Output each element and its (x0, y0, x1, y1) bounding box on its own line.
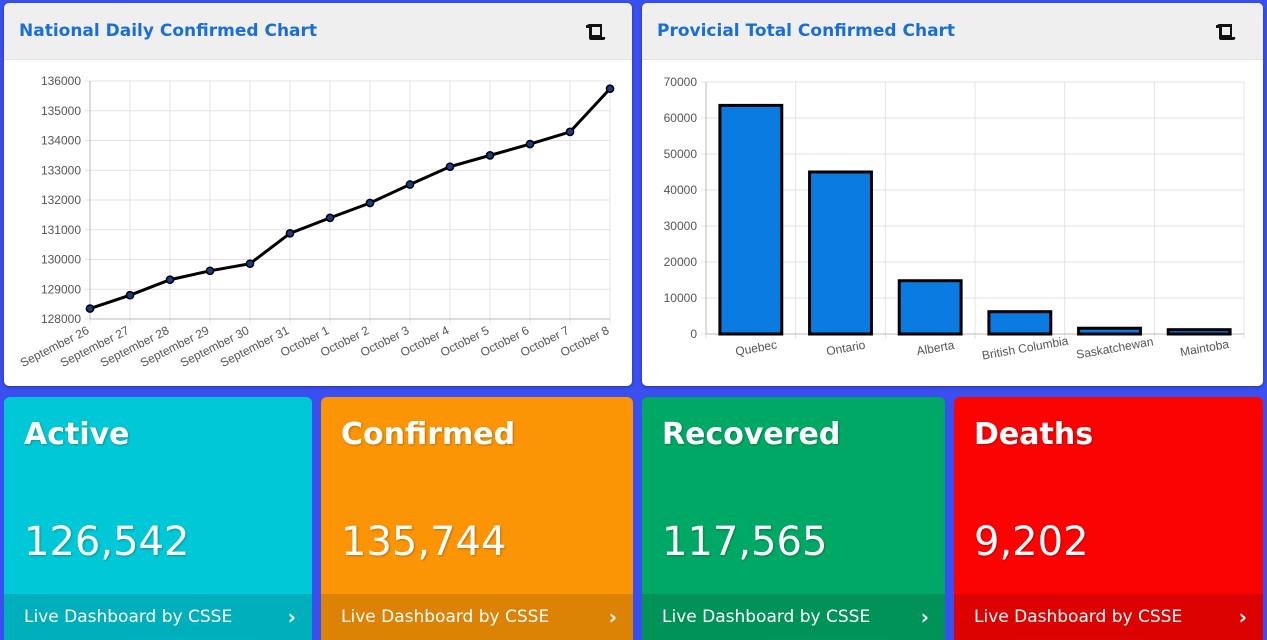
data-point (525, 139, 535, 149)
data-point (245, 259, 255, 269)
data-point (325, 213, 335, 223)
confirmed-title: Confirmed (341, 417, 516, 452)
national-chart-header: National Daily Confirmed Chart (4, 3, 632, 60)
y-tick-label: 60000 (664, 111, 698, 125)
provincial-chart-title: Provicial Total Confirmed Chart (657, 21, 956, 41)
active-title: Active (24, 417, 130, 452)
data-point (205, 266, 215, 276)
chevron-right-icon: › (287, 605, 296, 629)
y-tick-label: 20000 (664, 255, 698, 269)
recovered-value: 117,565 (662, 519, 828, 565)
confirmed-dashboard-link[interactable]: Live Dashboard by CSSE › (321, 594, 633, 640)
data-point (565, 127, 575, 137)
data-point (365, 198, 375, 208)
deaths-title: Deaths (974, 417, 1094, 452)
national-chart-card: National Daily Confirmed Chart 128000 129… (4, 3, 632, 386)
y-tick-label: 130000 (41, 253, 81, 267)
chevron-right-icon: › (1238, 605, 1247, 629)
recovered-card: Recovered 117,565 Live Dashboard by CSSE… (642, 397, 945, 640)
national-chart-title: National Daily Confirmed Chart (19, 21, 318, 41)
active-card: Active 126,542 Live Dashboard by CSSE › (4, 397, 312, 640)
active-link-label: Live Dashboard by CSSE (24, 607, 233, 627)
y-tick-label: 133000 (41, 163, 81, 177)
y-tick-label: 128000 (41, 312, 81, 326)
data-point (125, 290, 135, 300)
provincial-bar-chart: 0 10000 20000 30000 40000 50000 60000 70000 Queb… (664, 75, 1245, 363)
deaths-link-label: Live Dashboard by CSSE (974, 607, 1183, 627)
deaths-card: Deaths 9,202 Live Dashboard by CSSE › (954, 397, 1263, 640)
y-tick-label: 10000 (664, 291, 698, 305)
x-tick-label: Quebec (734, 338, 778, 359)
scroll-icon[interactable] (1215, 22, 1238, 42)
data-point (285, 228, 295, 238)
recovered-dashboard-link[interactable]: Live Dashboard by CSSE › (642, 594, 945, 640)
provincial-chart-card: Provicial Total Confirmed Chart 0 10000 20… (642, 3, 1263, 386)
y-tick-label: 132000 (41, 193, 81, 207)
recovered-title: Recovered (662, 417, 841, 452)
x-tick-label: British Columbia (981, 334, 1070, 363)
y-tick-label: 50000 (664, 147, 698, 161)
y-tick-label: 70000 (664, 75, 698, 89)
data-point (485, 151, 495, 160)
x-tick-label: Alberta (916, 338, 956, 358)
x-tick-label: Saskatchewan (1075, 334, 1154, 361)
y-tick-label: 134000 (41, 134, 81, 148)
x-tick-label: Maintoba (1179, 337, 1230, 359)
provincial-chart-header: Provicial Total Confirmed Chart (642, 3, 1263, 60)
data-point (605, 84, 615, 94)
bar (808, 170, 873, 336)
national-line-chart: 128000 129000 130000 131000 132000 133000 1340… (18, 74, 615, 370)
recovered-link-label: Live Dashboard by CSSE (662, 607, 871, 627)
data-point (85, 304, 95, 313)
y-tick-label: 129000 (41, 282, 81, 296)
y-tick-label: 0 (690, 327, 697, 341)
confirmed-card: Confirmed 135,744 Live Dashboard by CSSE… (321, 397, 633, 640)
data-point (405, 180, 415, 189)
data-point (445, 162, 455, 172)
bar (897, 279, 963, 336)
active-dashboard-link[interactable]: Live Dashboard by CSSE › (4, 594, 312, 640)
chevron-right-icon: › (608, 605, 617, 629)
y-tick-label: 131000 (41, 223, 81, 237)
x-tick-label: Ontario (825, 338, 867, 359)
y-tick-label: 40000 (664, 183, 698, 197)
data-point (165, 275, 175, 285)
chevron-right-icon: › (920, 605, 929, 629)
active-value: 126,542 (24, 519, 190, 565)
deaths-dashboard-link[interactable]: Live Dashboard by CSSE › (954, 594, 1263, 640)
y-tick-label: 136000 (41, 74, 81, 88)
y-tick-label: 30000 (664, 219, 698, 233)
bar (1077, 326, 1142, 336)
confirmed-link-label: Live Dashboard by CSSE (341, 607, 550, 627)
bar (718, 103, 784, 336)
confirmed-value: 135,744 (341, 519, 507, 565)
y-tick-label: 135000 (41, 104, 81, 118)
bar (1166, 328, 1232, 336)
bar (987, 310, 1053, 336)
series-line (89, 87, 612, 311)
scroll-icon[interactable] (585, 22, 608, 42)
deaths-value: 9,202 (974, 519, 1089, 565)
